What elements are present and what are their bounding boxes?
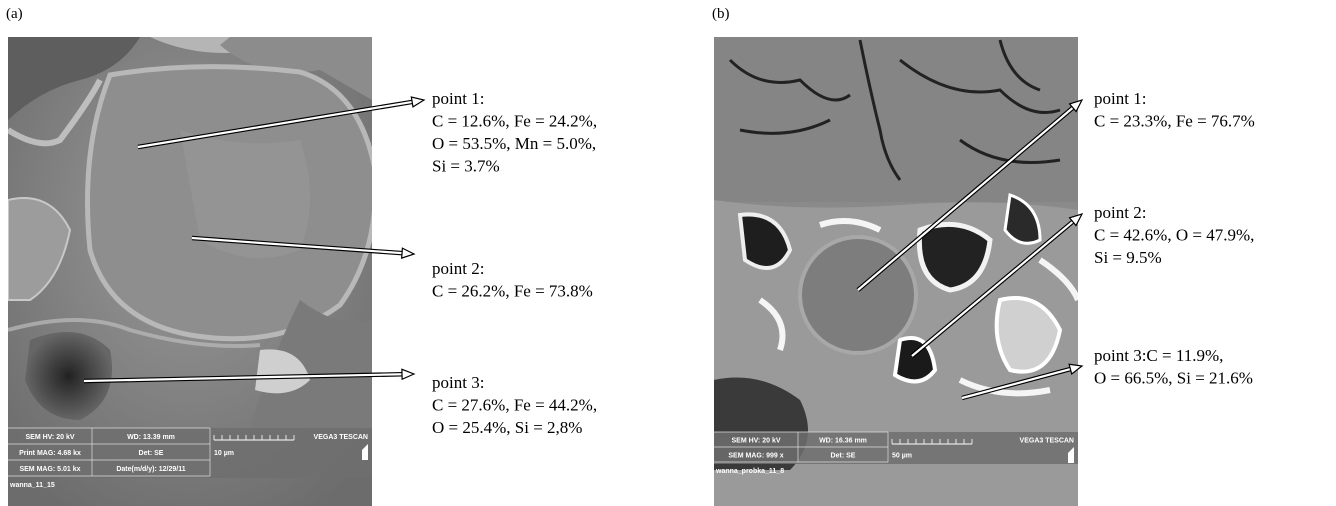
point-composition: O = 66.5%, Si = 21.6% [1094, 369, 1253, 388]
point-composition: Si = 9.5% [1094, 248, 1162, 267]
file-name: wanna_11_15 [9, 482, 55, 489]
file-name: wanna_probka_11_8 [715, 468, 784, 475]
point-composition: Si = 3.7% [432, 157, 500, 176]
info-text: SEM HV: 20 kV [25, 434, 74, 441]
info-text: 10 µm [214, 450, 234, 457]
point-title: point 1: [1094, 89, 1146, 108]
info-text: VEGA3 TESCAN [314, 434, 368, 441]
info-text: Print MAG: 4.68 kx [19, 450, 81, 457]
info-text: SEM MAG: 5.01 kx [19, 466, 80, 473]
point-composition: C = 26.2%, Fe = 73.8% [432, 282, 593, 301]
point-composition: C = 27.6%, Fe = 44.2%, [432, 396, 597, 415]
point-composition: O = 53.5%, Mn = 5.0%, [432, 134, 596, 153]
info-text: Date(m/d/y): 12/29/11 [116, 466, 185, 473]
point-title: point 1: [432, 89, 484, 108]
arrow-head [402, 369, 414, 379]
page: {"panels": [ {"label": "(a)", "points": … [0, 0, 1336, 506]
info-text: Det: SE [139, 450, 164, 457]
arrow-head [402, 248, 414, 258]
info-text: SEM HV: 20 kV [731, 438, 780, 445]
info-text: WD: 16.36 mm [819, 438, 867, 445]
figure: (a) SEM HV: 20 kV WD: 13.39 mm VEGA3 TESCAN… [0, 0, 1336, 506]
panel-label: (b) [712, 6, 730, 22]
point-title: point 3:C = 11.9%, [1094, 346, 1223, 365]
point-composition: C = 12.6%, Fe = 24.2%, [432, 112, 597, 131]
point-composition: O = 25.4%, Si = 2,8% [432, 418, 582, 437]
info-text: 50 µm [892, 453, 912, 460]
info-text: WD: 13.39 mm [127, 434, 175, 441]
info-text: Det: SE [831, 453, 856, 460]
info-text: SEM MAG: 999 x [728, 453, 783, 460]
point-composition: C = 42.6%, O = 47.9%, [1094, 226, 1254, 245]
info-text: VEGA3 TESCAN [1020, 438, 1074, 445]
point-title: point 2: [1094, 203, 1146, 222]
panel-label: (a) [6, 6, 23, 22]
point-title: point 3: [432, 373, 484, 392]
point-composition: C = 23.3%, Fe = 76.7% [1094, 112, 1255, 131]
point-title: point 2: [432, 259, 484, 278]
arrow-head [411, 97, 424, 107]
